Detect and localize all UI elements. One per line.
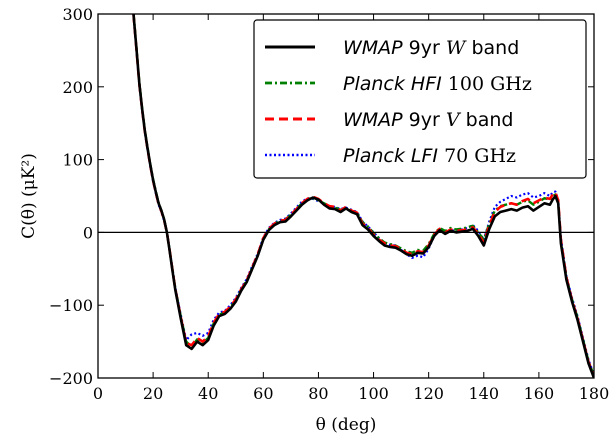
series-line-0 [132,14,594,378]
x-tick-label: 160 [524,384,555,403]
legend: WMAP 9yr W band Planck HFI 100 GHz WMAP 9y… [253,19,587,179]
plot-frame [97,13,595,379]
x-tick-label: 180 [579,384,610,403]
x-tick-label: 20 [143,384,163,403]
x-tick-label: 100 [358,384,389,403]
y-tick-label: −200 [49,369,93,388]
y-axis-title: C(θ) (μK²) [19,153,39,239]
y-tick-label: −100 [49,296,93,315]
x-axis-title: θ (deg) [316,415,377,435]
legend-label: WMAP 9yr V band [343,109,513,131]
y-tick-label: 0 [83,223,93,242]
legend-box [253,19,587,179]
x-tick-label: 80 [308,384,328,403]
legend-label: WMAP 9yr W band [343,37,519,59]
y-tick-label: 100 [62,151,93,170]
x-tick-label: 120 [413,384,444,403]
y-tick-label: 300 [62,5,93,24]
legend-label: Planck HFI 100 GHz [343,73,532,95]
x-tick-label: 140 [469,384,500,403]
x-tick-label: 60 [253,384,273,403]
x-tick-label: 40 [198,384,218,403]
x-tick-label: 0 [93,384,103,403]
y-tick-label: 200 [62,78,93,97]
legend-label: Planck LFI 70 GHz [343,145,516,167]
